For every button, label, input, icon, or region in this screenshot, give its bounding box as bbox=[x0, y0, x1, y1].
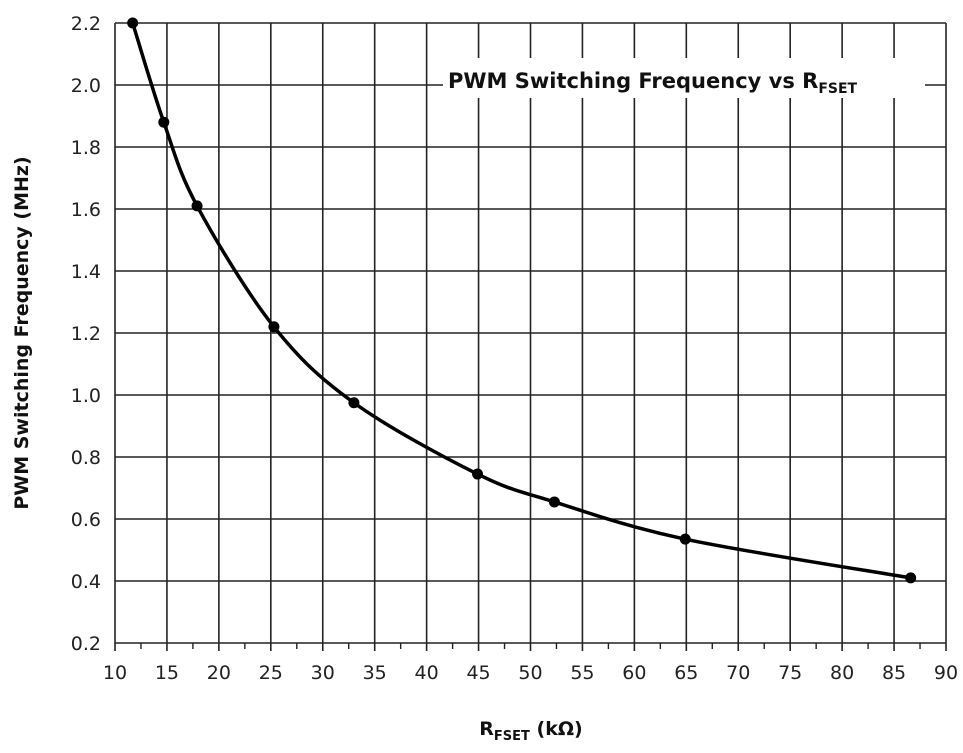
data-point bbox=[191, 200, 203, 212]
x-tick-label: 35 bbox=[363, 662, 387, 684]
data-point bbox=[472, 468, 484, 480]
x-tick-label: 90 bbox=[934, 662, 958, 684]
x-tick-label: 15 bbox=[155, 662, 179, 684]
x-tick-label: 65 bbox=[674, 662, 698, 684]
x-tick-label: 80 bbox=[830, 662, 854, 684]
x-tick-label: 75 bbox=[778, 662, 802, 684]
data-point bbox=[679, 533, 691, 545]
data-point bbox=[268, 321, 280, 333]
grid bbox=[114, 22, 947, 651]
y-tick-label: 1.8 bbox=[71, 137, 101, 159]
data-point bbox=[158, 116, 170, 128]
data-point bbox=[127, 17, 139, 29]
y-tick-label: 0.4 bbox=[71, 571, 101, 593]
y-tick-label: 1.6 bbox=[71, 199, 101, 221]
x-tick-label: 25 bbox=[259, 662, 283, 684]
x-tick-label: 20 bbox=[207, 662, 231, 684]
data-point bbox=[905, 572, 917, 584]
x-tick-label: 10 bbox=[103, 662, 127, 684]
y-tick-label: 1.4 bbox=[71, 261, 101, 283]
title-background bbox=[443, 58, 925, 98]
y-tick-label: 2.0 bbox=[71, 75, 101, 97]
x-tick-label: 85 bbox=[882, 662, 906, 684]
data-point bbox=[348, 397, 360, 409]
y-tick-label: 0.6 bbox=[71, 509, 101, 531]
y-tick-label: 2.2 bbox=[71, 13, 101, 35]
x-tick-label: 50 bbox=[518, 662, 542, 684]
series-line bbox=[130, 22, 911, 580]
x-axis-label: RFSET (kΩ) bbox=[479, 718, 582, 744]
data-point bbox=[548, 496, 560, 508]
y-tick-label: 0.8 bbox=[71, 447, 101, 469]
chart-title: PWM Switching Frequency vs RFSET bbox=[448, 69, 858, 97]
y-tick-label: 1.2 bbox=[71, 323, 101, 345]
x-tick-label: 30 bbox=[311, 662, 335, 684]
y-tick-label: 1.0 bbox=[71, 385, 101, 407]
x-tick-label: 55 bbox=[570, 662, 594, 684]
x-tick-label: 60 bbox=[622, 662, 646, 684]
x-tick-label: 40 bbox=[415, 662, 439, 684]
x-tick-label: 70 bbox=[726, 662, 750, 684]
data-points bbox=[127, 17, 917, 584]
y-axis-label: PWM Switching Frequency (MHz) bbox=[11, 156, 33, 509]
x-tick-label: 45 bbox=[466, 662, 490, 684]
y-tick-label: 0.2 bbox=[71, 633, 101, 655]
